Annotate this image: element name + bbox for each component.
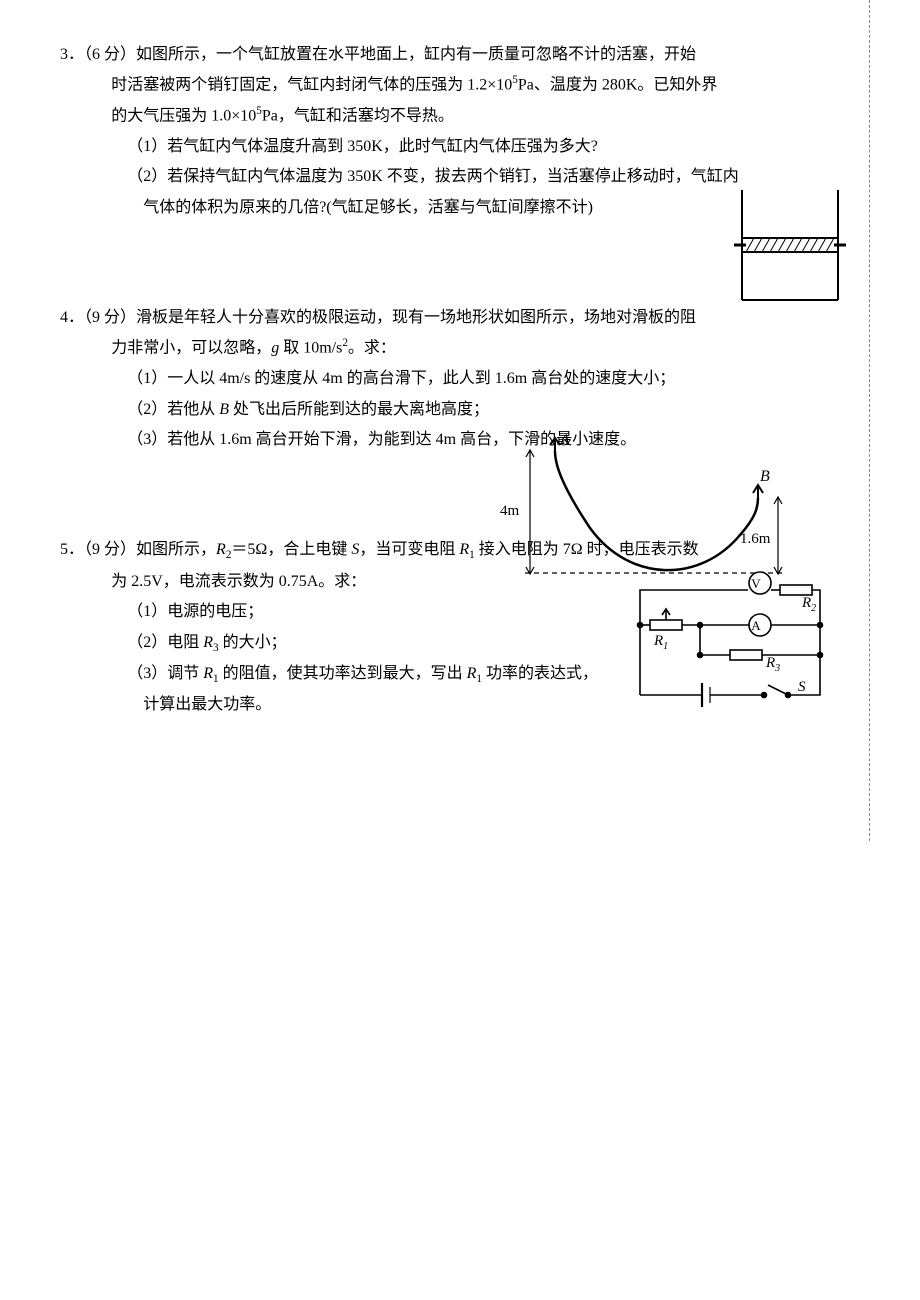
q3-part2-line1: （2）若保持气缸内气体温度为 350K 不变，拔去两个销钉，当活塞停止移动时，气… <box>111 162 860 192</box>
svg-text:V: V <box>751 576 761 591</box>
q4-stem-line2: 力非常小，可以忽略，g 取 10m/s2。求： <box>111 333 860 364</box>
svg-text:B: B <box>760 468 770 485</box>
q3-stem-a: 如图所示，一个气缸放置在水平地面上，缸内有一质量可忽略不计的活塞，开始 <box>136 46 696 63</box>
svg-text:R2: R2 <box>801 595 816 614</box>
q4-stem-a: 滑板是年轻人十分喜欢的极限运动，现有一场地形状如图所示，场地对滑板的阻 <box>136 309 696 326</box>
svg-text:R1: R1 <box>653 633 668 652</box>
q5-points: （9 分） <box>84 541 136 558</box>
svg-text:R3: R3 <box>765 655 780 674</box>
problem-3: 3．（6 分）如图所示，一个气缸放置在水平地面上，缸内有一质量可忽略不计的活塞，… <box>60 40 860 223</box>
problem-5-stem: 5．（9 分）如图所示，R2＝5Ω，合上电键 S，当可变电阻 R1 接入电阻为 … <box>60 535 860 566</box>
q5-number: 5 <box>60 541 68 558</box>
q3-number: 3 <box>60 46 68 63</box>
svg-text:A: A <box>559 433 570 449</box>
q4-number: 4 <box>60 309 68 326</box>
page-cut-line <box>869 0 870 841</box>
q3-part1: （1）若气缸内气体温度升高到 350K，此时气缸内气体压强为多大? <box>111 132 860 162</box>
q3-stem-line3: 的大气压强为 1.0×105Pa，气缸和活塞均不导热。 <box>111 101 860 132</box>
q3-figure <box>730 190 850 310</box>
q4-part1: （1）一人以 4m/s 的速度从 4m 的高台滑下，此人到 1.6m 高台处的速… <box>111 364 860 394</box>
svg-text:S: S <box>798 679 806 695</box>
problem-4: 4．（9 分）滑板是年轻人十分喜欢的极限运动，现有一场地形状如图所示，场地对滑板… <box>60 303 860 455</box>
q4-points: （9 分） <box>84 309 136 326</box>
q4-part2: （2）若他从 B 处飞出后所能到达的最大离地高度； <box>111 395 860 425</box>
svg-text:A: A <box>751 618 761 633</box>
problem-3-stem: 3．（6 分）如图所示，一个气缸放置在水平地面上，缸内有一质量可忽略不计的活塞，… <box>60 40 860 70</box>
q5-figure: V A S R1 R2 R3 <box>630 565 830 715</box>
q3-points: （6 分） <box>84 46 136 63</box>
svg-text:4m: 4m <box>500 503 520 519</box>
problem-4-stem: 4．（9 分）滑板是年轻人十分喜欢的极限运动，现有一场地形状如图所示，场地对滑板… <box>60 303 860 333</box>
q3-stem-line2: 时活塞被两个销钉固定，气缸内封闭气体的压强为 1.2×105Pa、温度为 280… <box>111 70 860 101</box>
problem-5: 5．（9 分）如图所示，R2＝5Ω，合上电键 S，当可变电阻 R1 接入电阻为 … <box>60 535 860 721</box>
